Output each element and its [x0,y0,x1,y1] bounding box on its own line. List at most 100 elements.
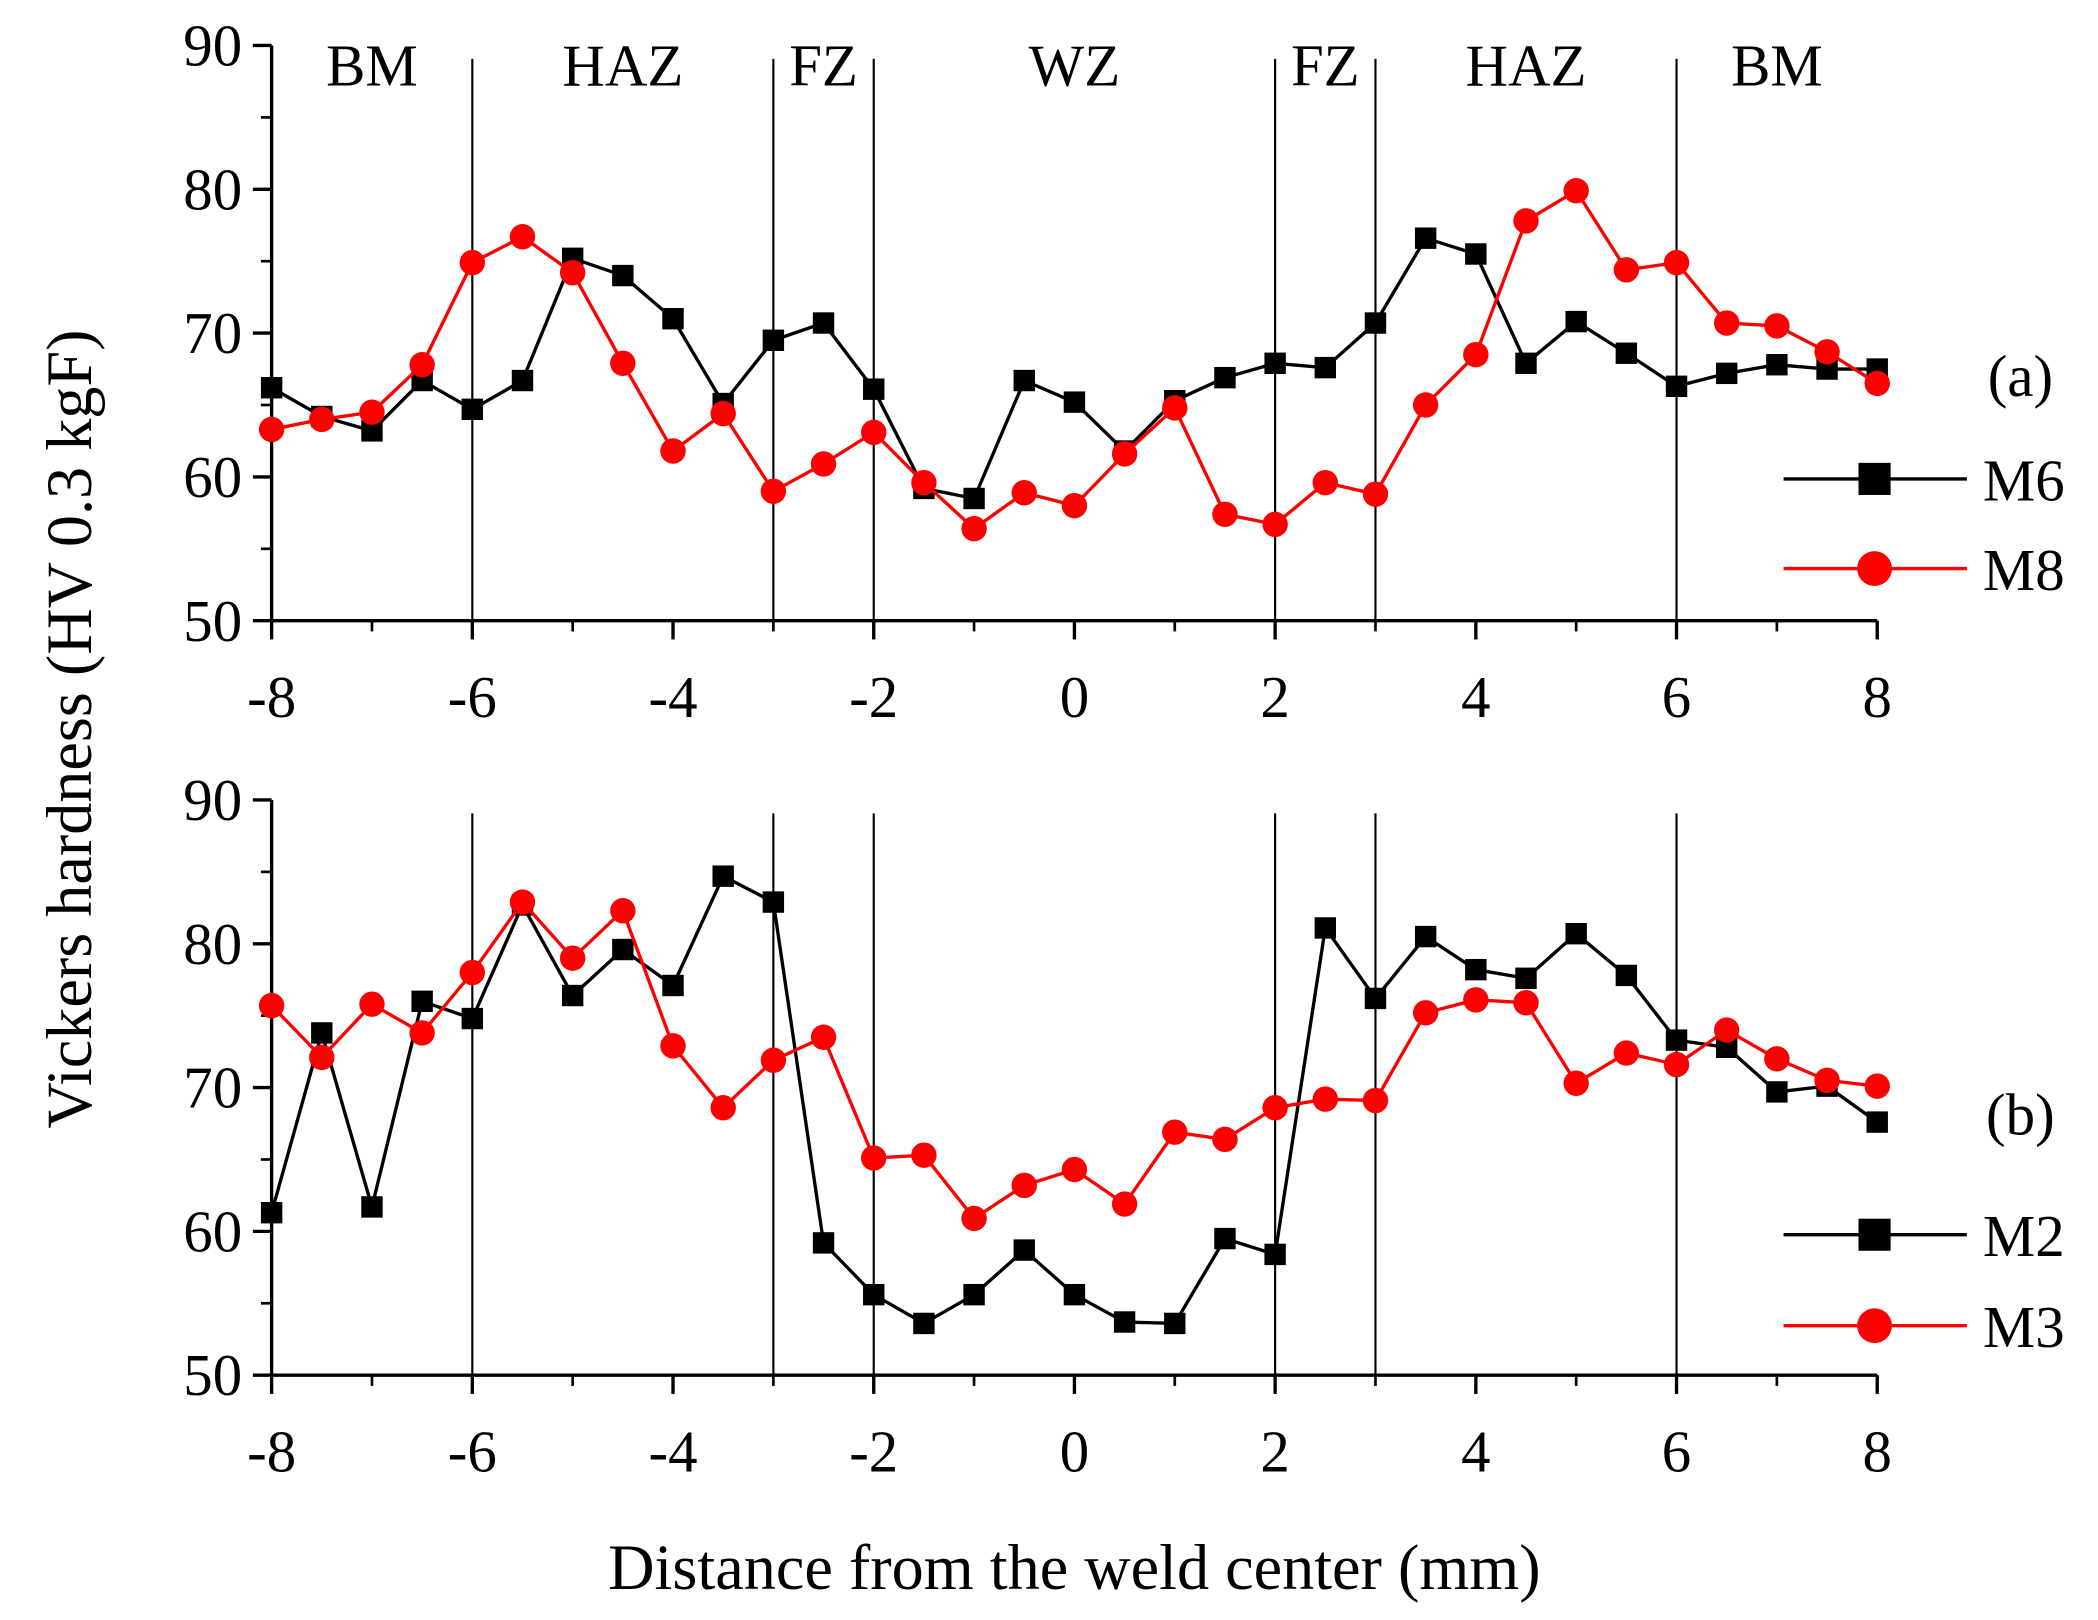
y-tick-label: 70 [183,1056,242,1121]
legend-label: M2 [1983,1204,2065,1269]
x-tick-label: 6 [1662,1420,1691,1485]
legend-marker [1858,1218,1891,1251]
data-point [1264,352,1286,374]
data-point [1665,375,1688,398]
x-tick-label: -2 [849,665,898,730]
data-point [913,1312,935,1335]
data-point [662,308,684,330]
zone-label: WZ [1029,34,1121,99]
panel-b: 50 60 70 80 90 -8 -6 -4 -2 0 2 4 6 8 (b) M2 M3 [183,768,2064,1484]
zone-label: HAZ [562,34,683,99]
data-point [610,897,636,924]
y-tick-label: 60 [183,1199,242,1264]
data-point [963,1283,985,1306]
data-point [1412,1000,1439,1026]
data-point [1866,1111,1888,1133]
legend-entry-m2: M2 [1783,1204,2065,1269]
data-point [1063,1283,1086,1306]
data-point [1414,227,1437,249]
series-m2 [260,865,1888,1335]
x-tick-label: -2 [849,1420,898,1485]
series-m6 [260,227,1888,510]
data-point [309,1044,335,1071]
series-line [270,873,1879,1326]
legend-entry-m6: M6 [1783,448,2065,513]
legend-label: M3 [1983,1295,2065,1360]
data-point [1713,310,1740,336]
data-point [861,419,887,446]
data-point [258,992,285,1019]
data-point [1465,243,1487,265]
data-point [760,1047,787,1073]
legend-marker [1857,1308,1892,1344]
data-point [760,478,787,504]
x-tick-label: 4 [1461,1420,1490,1485]
data-point [1214,1227,1236,1250]
data-point [559,945,586,971]
data-point [1713,1017,1740,1043]
data-point [1264,1243,1286,1266]
legend-label: M6 [1983,448,2065,513]
x-tick-label: 2 [1260,1420,1289,1485]
data-point [911,469,937,496]
data-point [1314,356,1337,379]
data-point [660,438,686,464]
panel-label: (b) [1986,1082,2055,1147]
data-point [1563,178,1589,204]
data-point [961,515,987,542]
data-point [260,377,283,399]
data-point [359,991,385,1017]
data-point [1814,1067,1840,1094]
data-point [359,399,385,425]
data-point [559,259,586,286]
data-point [1663,1051,1690,1078]
y-axis-label: Vickers hardness (HV 0.3 kgF) [34,330,105,1129]
data-point [1766,354,1788,376]
data-point [1465,958,1487,981]
legend-marker [1857,551,1892,586]
legend-label: M8 [1983,538,2065,603]
x-tick-label: 8 [1863,1420,1892,1485]
data-point [1111,441,1138,467]
data-point [1766,1081,1788,1103]
data-point [511,369,534,392]
data-point [1013,369,1035,392]
series-m8 [258,178,1890,542]
data-point [461,398,484,421]
data-point [863,378,885,400]
y-tick-label: 80 [183,912,242,977]
data-point [1312,1086,1339,1112]
data-point [963,487,985,510]
data-point [1011,1172,1037,1199]
y-tick-label: 60 [183,445,242,510]
x-tick-label: 8 [1863,665,1892,730]
data-point [309,406,335,433]
data-point [1314,917,1337,939]
data-point [1565,310,1587,333]
zone-label: HAZ [1466,34,1587,99]
y-tick-label: 50 [183,1343,242,1408]
data-point [1262,511,1288,538]
y-tick-label: 90 [183,14,242,79]
data-point [1715,362,1738,385]
data-point [1515,352,1537,374]
data-point [260,1201,283,1224]
data-point [1111,1191,1138,1217]
data-point [810,451,837,477]
data-point [1162,1119,1188,1145]
zone-label: BM [1731,34,1823,99]
data-point [863,1283,885,1306]
data-point [1715,1036,1738,1059]
data-point [1513,990,1539,1016]
data-point [1212,501,1238,528]
data-point [1665,1029,1688,1051]
zone-label: FZ [789,34,858,99]
x-tick-label: -4 [649,665,698,730]
data-point [1513,208,1539,234]
data-point [1515,967,1537,989]
data-point [561,984,584,1007]
data-point [1412,392,1439,418]
data-point [961,1205,987,1232]
y-tick-label: 70 [183,301,242,366]
data-point [1613,1040,1640,1066]
